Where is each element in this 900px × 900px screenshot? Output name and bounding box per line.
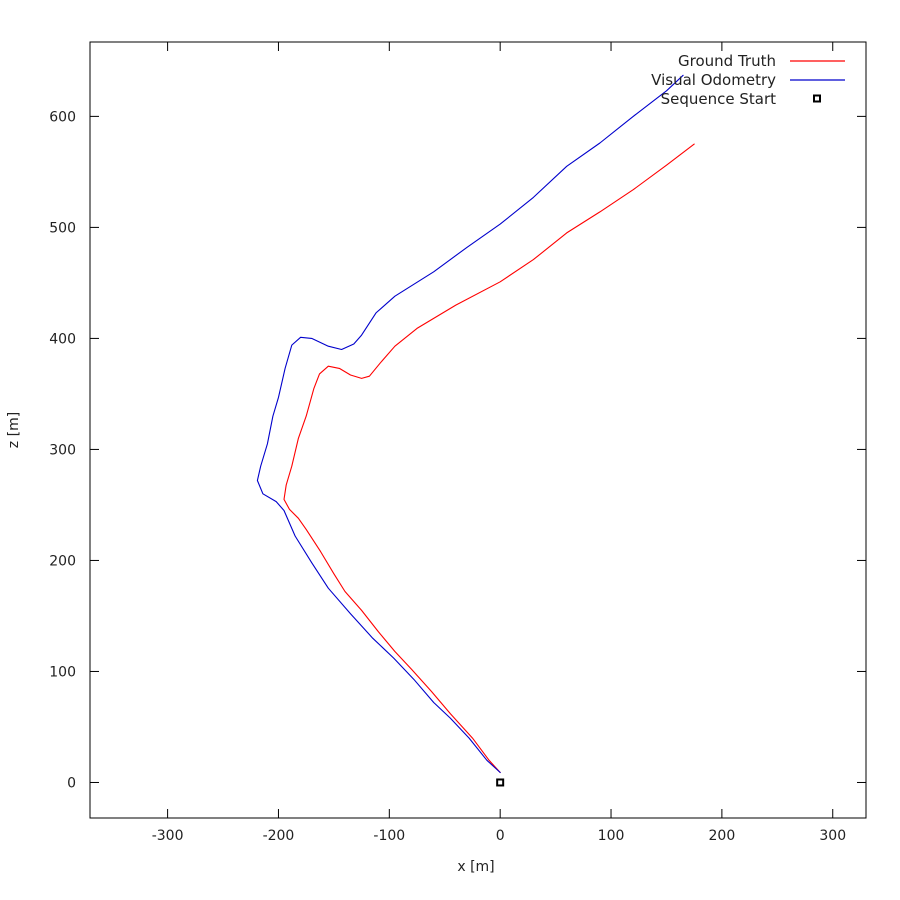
y-tick-label: 600 — [49, 109, 76, 125]
legend-marker-sequence-start — [813, 94, 821, 103]
y-axis-title: z [m] — [6, 412, 22, 448]
x-axis-title: x [m] — [457, 859, 494, 875]
y-tick-label: 400 — [49, 331, 76, 347]
x-tick-label: 200 — [709, 828, 736, 844]
x-tick-label: -300 — [152, 828, 184, 844]
tick-layer: -300 -200 -100 0 100 200 300 0 100 200 300 400 500 60… — [49, 42, 866, 844]
series-line-ground-truth — [283, 143, 695, 774]
x-tick-label: -100 — [373, 828, 405, 844]
x-tick-label: 0 — [496, 828, 505, 844]
y-tick-label: 0 — [67, 775, 76, 791]
data-layer — [256, 74, 695, 787]
legend: Ground Truth Visual Odometry Sequence St… — [651, 52, 845, 108]
y-tick-label: 500 — [49, 220, 76, 236]
y-tick-label: 200 — [49, 553, 76, 569]
legend-label-ground-truth: Ground Truth — [678, 52, 776, 70]
legend-label-visual-odometry: Visual Odometry — [651, 71, 776, 89]
legend-label-sequence-start: Sequence Start — [661, 90, 777, 108]
x-tick-label: -200 — [263, 828, 295, 844]
x-tick-label: 100 — [598, 828, 625, 844]
series-line-visual-odometry — [256, 74, 684, 774]
y-tick-label: 300 — [49, 442, 76, 458]
sequence-start-marker — [496, 778, 505, 787]
plot-frame — [89, 41, 867, 819]
x-tick-label: 300 — [819, 828, 846, 844]
y-tick-label: 100 — [49, 664, 76, 680]
